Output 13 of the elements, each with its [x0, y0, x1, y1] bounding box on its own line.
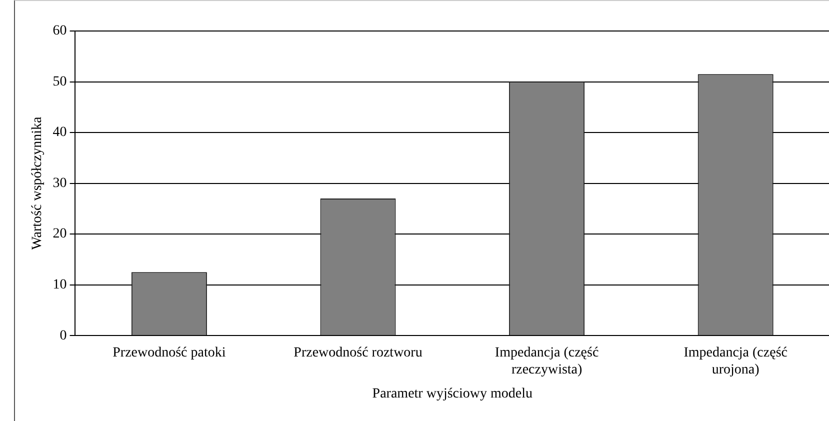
x-tick-label: Przewodność patoki: [112, 346, 226, 361]
y-tick-label: 50: [52, 74, 67, 90]
y-axis-title: Wartość współczynnika: [30, 116, 46, 250]
y-tick-label: 40: [52, 125, 67, 140]
y-tick-label: 30: [52, 176, 67, 191]
y-tick-label: 20: [52, 226, 67, 242]
x-axis-title: Parametr wyjściowy modelu: [372, 386, 532, 402]
x-tick-label: Impedancja (część urojona): [684, 346, 788, 378]
x-tick-label: Impedancja (część rzeczywista): [494, 346, 599, 378]
x-tick-label: Przewodność roztworu: [294, 346, 422, 361]
y-tick-label: 0: [60, 328, 67, 344]
y-tick-label: 10: [52, 278, 67, 293]
y-tick-label: 60: [52, 24, 67, 39]
